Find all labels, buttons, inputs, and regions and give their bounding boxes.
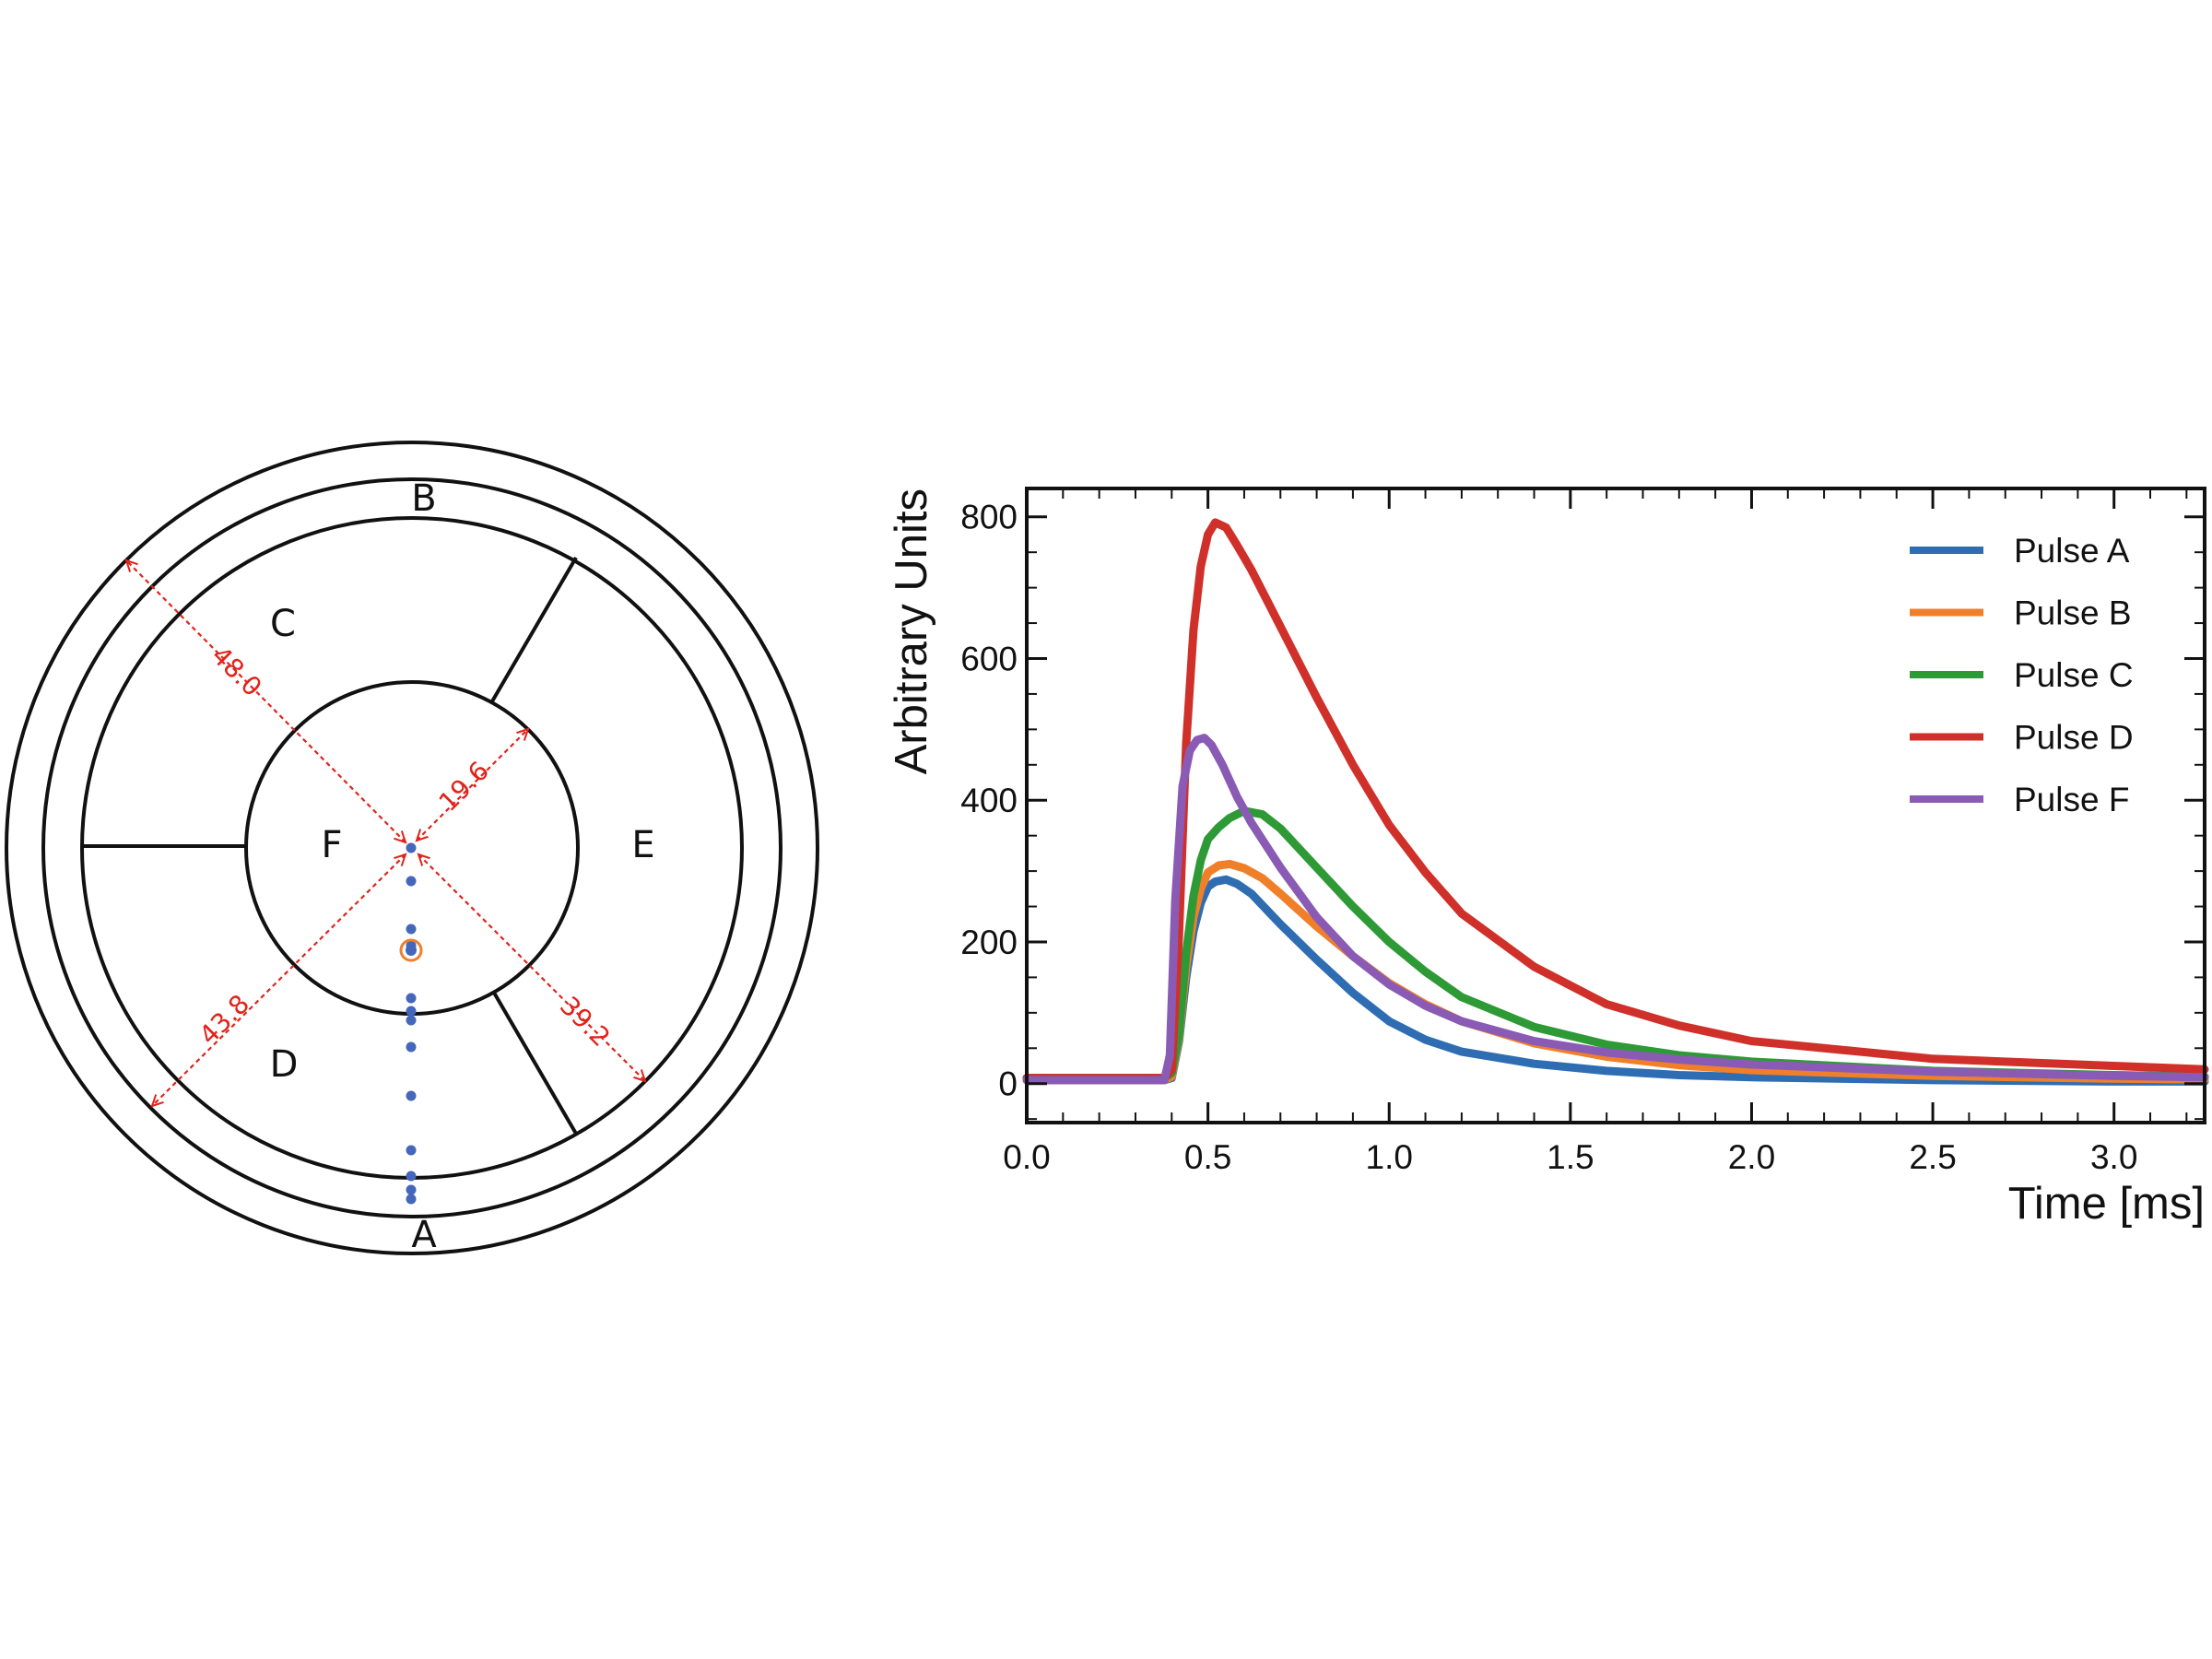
pulse-chart: 0.0 0.5 1.0 1.5 2.0 2.5 3.0 0 200 400 600 800 Time … — [887, 487, 2209, 1229]
series-line-pulse-c — [1022, 806, 2209, 1083]
x-axis-title: Time [ms] — [2008, 1179, 2205, 1229]
series-line-pulse-d — [1022, 518, 2209, 1083]
x-tick-label: 1.5 — [1547, 1138, 1594, 1176]
legend-label-pulse-f: Pulse F — [2014, 781, 2129, 818]
legend-label-pulse-c: Pulse C — [2014, 656, 2134, 694]
ticks-layer: 0.0 0.5 1.0 1.5 2.0 2.5 3.0 0 200 400 600 800 — [960, 488, 2205, 1176]
legend-label-pulse-b: Pulse B — [2014, 594, 2132, 632]
legend-label-pulse-a: Pulse A — [2014, 532, 2130, 570]
y-axis-title: Arbitrary Units — [887, 488, 936, 774]
highlighted-position-dot — [406, 945, 417, 956]
position-marker — [406, 1194, 417, 1205]
zone-label-c: C — [270, 603, 296, 645]
zone-label-e: E — [631, 824, 654, 866]
position-marker — [406, 1041, 417, 1053]
y-tick-label: 0 — [998, 1065, 1018, 1103]
position-marker — [406, 924, 417, 935]
position-marker — [406, 1015, 417, 1026]
zone-label-f: F — [321, 824, 342, 866]
dimension-arrow-48 — [126, 560, 406, 842]
legend-label-pulse-d: Pulse D — [2014, 719, 2134, 757]
position-marker — [406, 842, 417, 853]
position-marker — [406, 1090, 417, 1101]
x-tick-label: 2.5 — [1909, 1138, 1956, 1176]
y-tick-label: 800 — [960, 499, 1018, 536]
legend: Pulse A Pulse B Pulse C Pulse D Pulse F — [1910, 532, 2134, 818]
position-marker — [406, 1006, 417, 1017]
position-markers — [406, 842, 417, 1205]
x-tick-label: 1.0 — [1366, 1138, 1413, 1176]
position-marker — [406, 876, 417, 887]
series-line-pulse-f — [1022, 734, 2209, 1085]
plot-frame — [1025, 487, 2206, 1124]
x-tick-label: 0.0 — [1003, 1138, 1050, 1176]
zone-label-b: B — [411, 477, 436, 520]
outer-ring-outer — [5, 441, 819, 1255]
dimension-arrows — [126, 560, 645, 1106]
highlighted-position-ring — [399, 938, 423, 962]
y-tick-label: 200 — [960, 924, 1018, 961]
divider-upper-right — [490, 556, 578, 703]
dimension-label-19-6: 19.6 — [433, 756, 495, 818]
dimension-arrow-43-8 — [152, 854, 406, 1106]
zone-label-d: D — [270, 1043, 299, 1086]
dimension-arrow-19-6 — [417, 729, 528, 841]
outer-ring-inner — [41, 477, 782, 1218]
dimension-arrow-39-2 — [418, 854, 645, 1081]
y-tick-label: 600 — [960, 640, 1018, 677]
series-layer — [1022, 518, 2209, 1086]
zone-label-a: A — [411, 1214, 437, 1256]
position-marker — [406, 1184, 417, 1195]
y-tick-label: 400 — [960, 782, 1018, 819]
x-tick-label: 2.0 — [1728, 1138, 1775, 1176]
position-marker — [406, 993, 417, 1004]
x-tick-label: 0.5 — [1184, 1138, 1231, 1176]
x-tick-label: 3.0 — [2090, 1138, 2137, 1176]
dimension-label-43-8: 43.8 — [194, 989, 255, 1051]
position-marker — [406, 1171, 417, 1182]
position-marker — [406, 1145, 417, 1156]
